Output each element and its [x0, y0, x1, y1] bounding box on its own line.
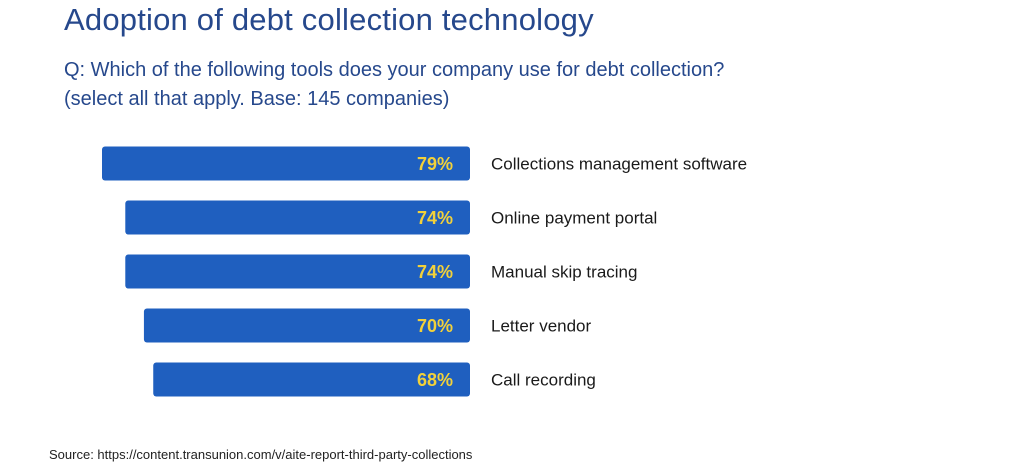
subtitle-line-1: Q: Which of the following tools does you…: [64, 59, 725, 81]
subtitle-line-2: (select all that apply. Base: 145 compan…: [64, 88, 450, 110]
category-label-0: Collections management software: [491, 155, 747, 174]
bar-1: [125, 200, 470, 235]
source-note: Source: https://content.transunion.com/v…: [49, 447, 473, 462]
bar-0: [102, 146, 470, 181]
category-label-3: Letter vendor: [491, 317, 592, 336]
bar-3: [143, 308, 470, 343]
chart-title: Adoption of debt collection technology: [64, 2, 594, 37]
value-label-4: 68%: [417, 370, 453, 390]
bar-4: [153, 362, 470, 397]
value-label-2: 74%: [417, 262, 453, 282]
value-label-3: 70%: [417, 316, 453, 336]
bar-2: [125, 254, 470, 289]
value-label-1: 74%: [417, 208, 453, 228]
chart-subtitle: Q: Which of the following tools does you…: [64, 56, 964, 114]
category-label-2: Manual skip tracing: [491, 263, 637, 282]
value-label-0: 79%: [417, 154, 453, 174]
category-label-1: Online payment portal: [491, 209, 657, 228]
category-label-4: Call recording: [491, 371, 596, 390]
